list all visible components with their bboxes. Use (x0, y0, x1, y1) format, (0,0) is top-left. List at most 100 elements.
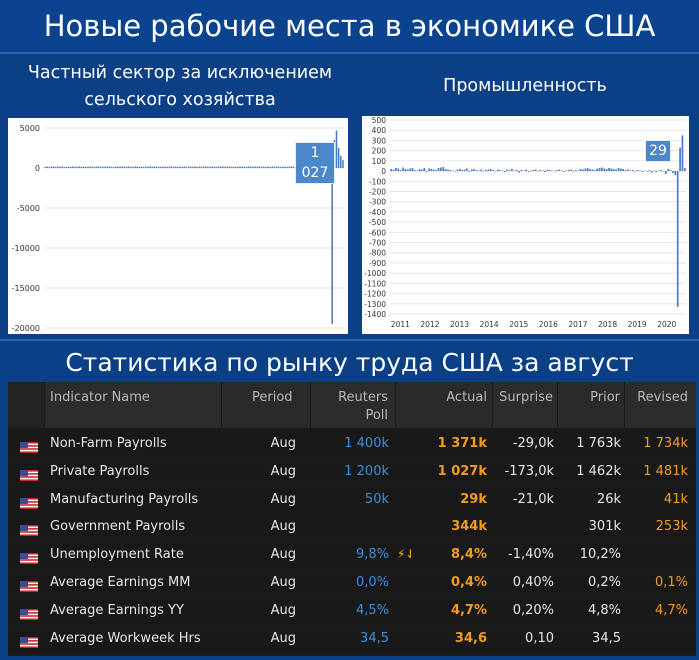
cell-name: Unemployment Rate (50, 547, 184, 563)
cell-poll: 1 200k (344, 463, 389, 479)
bar (399, 170, 402, 172)
y-tick-label: -5000 (17, 204, 40, 213)
bar (565, 170, 568, 172)
right-chart-annotation: 29 (645, 140, 671, 162)
bar (496, 169, 499, 172)
y-tick-label: -20000 (12, 324, 40, 333)
cell-period: Aug (270, 491, 296, 507)
bar (337, 148, 340, 168)
table-row[interactable]: Average Workweek Hrs Aug 34,5 34,6 0,10 34,5 (8, 624, 696, 652)
bar (627, 169, 629, 172)
bar (82, 166, 85, 168)
header-indicator[interactable]: Indicator Name (50, 390, 150, 405)
bar (435, 170, 438, 172)
table-row[interactable]: Government Payrolls Aug 344k 301k 253k (8, 513, 696, 541)
bar (179, 166, 181, 168)
table-row[interactable]: Private Payrolls Aug 1 200k 1 027k -173,0k 1 … (8, 457, 696, 485)
cell-prior: 34,5 (592, 630, 621, 646)
bar (425, 171, 428, 173)
bar (463, 169, 466, 172)
cell-poll: 50k (364, 491, 389, 507)
cell-revised: 41k (663, 491, 688, 507)
cell-poll: 9,8% (355, 547, 389, 563)
y-tick-label: -1000 (364, 269, 386, 278)
bar (582, 169, 584, 172)
header-period[interactable]: Period (252, 390, 293, 405)
cell-period: Aug (270, 463, 296, 479)
bar (252, 166, 254, 168)
table-row[interactable]: Average Earnings MM Aug 0,0% 0,4% 0,40% 0,2% 0… (8, 569, 696, 596)
col-flag-bg (8, 382, 44, 428)
cell-poll: 0,0% (355, 575, 389, 590)
table-row[interactable]: Manufacturing Payrolls Aug 50k 29k -21,0k 26k… (8, 485, 696, 513)
bar (239, 166, 241, 168)
bar (108, 166, 111, 168)
bar (584, 168, 587, 172)
table-row[interactable]: Average Earnings YY Aug 4,5% 4,7% 0,20% 4,8% 4… (8, 596, 696, 624)
bar (527, 171, 530, 173)
table-title: Статистика по рынку труда США за август (0, 339, 699, 384)
bar (115, 166, 117, 168)
bar (91, 166, 93, 168)
cell-surprise: 0,20% (512, 602, 554, 618)
header-surprise[interactable]: Surprise (499, 390, 553, 405)
bar (125, 166, 128, 168)
bar (511, 169, 513, 172)
labor-stats-table: Indicator Name Period Reuters Poll Actua… (8, 382, 696, 656)
bar (70, 166, 72, 168)
cell-revised: 1 734k (643, 436, 688, 451)
bar (282, 166, 284, 168)
cell-period: Aug (270, 547, 296, 563)
bar (166, 166, 168, 168)
bar (577, 170, 580, 172)
header-prior[interactable]: Prior (590, 390, 620, 405)
cell-poll: 34,5 (360, 630, 389, 646)
bar (142, 166, 145, 168)
right-chart-title: Промышленность (443, 76, 607, 96)
bar (132, 166, 134, 168)
col-name-bg (45, 382, 221, 428)
bar (164, 166, 166, 168)
header-actual[interactable]: Actual (446, 390, 487, 405)
bar (85, 166, 87, 168)
bar (237, 166, 239, 168)
bar (168, 166, 171, 168)
cell-prior: 301k (588, 519, 621, 535)
header-poll-2[interactable]: Poll (365, 408, 388, 423)
cell-name: Manufacturing Payrolls (50, 491, 199, 507)
bar (504, 171, 506, 173)
x-tick-label: 2013 (450, 320, 469, 329)
bar (551, 170, 554, 172)
bar (575, 170, 577, 172)
bar (286, 166, 288, 168)
bar (537, 171, 539, 172)
left-chart-panel: 5000 0 -5000 -10000 -15000 -20000 1 027 (8, 118, 348, 334)
bar (52, 166, 55, 168)
bar (187, 166, 190, 168)
bar (558, 169, 561, 172)
y-tick-label: -100 (369, 177, 386, 186)
bar (250, 166, 252, 168)
header-poll-1[interactable]: Reuters (338, 390, 388, 405)
bar (140, 166, 143, 168)
bar (501, 170, 504, 172)
col-revised-bg (625, 382, 696, 428)
bar (480, 169, 482, 172)
bar (194, 166, 196, 168)
bar (200, 166, 203, 168)
lightning-arrow-icon: ⚡⇃ (397, 547, 416, 562)
bar (570, 169, 572, 172)
us-flag-icon (20, 521, 38, 537)
cell-surprise: -29,0k (512, 436, 554, 451)
bar (622, 169, 625, 172)
table-row[interactable]: Unemployment Rate Aug 9,8% 8,4% -1,40% 10,2% ⚡… (8, 541, 696, 569)
bar (97, 166, 100, 168)
bar (596, 168, 599, 172)
table-row[interactable]: Non-Farm Payrolls Aug 1 400k 1 371k -29,0k 1 … (8, 430, 696, 457)
bar (539, 170, 542, 172)
col-prior-bg (558, 382, 624, 428)
cell-prior: 26k (596, 491, 621, 507)
cell-revised: 0,1% (654, 575, 688, 590)
bar (292, 166, 295, 168)
header-revised[interactable]: Revised (637, 390, 688, 405)
